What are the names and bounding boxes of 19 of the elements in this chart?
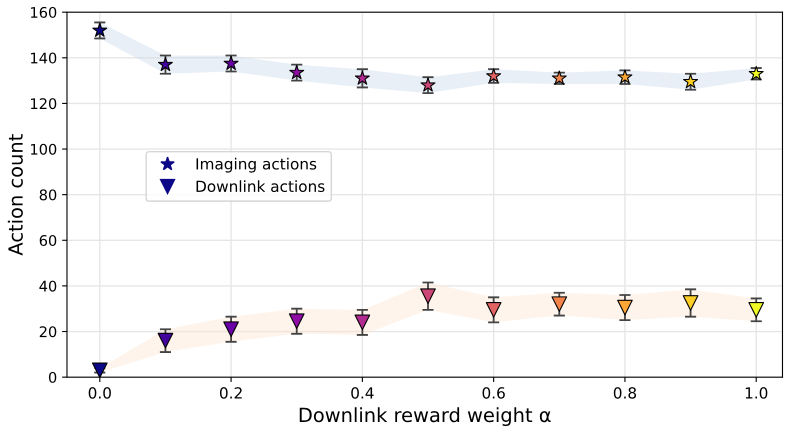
x-tick-label: 0.6: [482, 387, 505, 399]
y-tick-label: 80: [40, 189, 56, 200]
legend-label: Downlink actions: [196, 180, 324, 192]
y-tick-label: 140: [31, 52, 56, 64]
legend-label: Imaging actions: [196, 158, 316, 173]
x-tick-label: 0.8: [614, 387, 636, 399]
y-tick-label: 160: [31, 6, 56, 18]
y-tick-label: 60: [40, 235, 56, 246]
y-tick-label: 100: [31, 144, 56, 155]
y-axis-title: Action count: [8, 134, 23, 256]
y-tick-label: 120: [31, 98, 56, 110]
x-tick-label: 0.4: [351, 387, 374, 399]
x-tick-label: 0.2: [220, 387, 242, 399]
y-tick-label: 40: [39, 280, 56, 292]
x-tick-label: 1.0: [746, 387, 768, 399]
x-tick-label: 0.0: [88, 387, 111, 399]
x-axis-title: Downlink reward weight α: [300, 407, 551, 426]
y-tick-label: 20: [40, 326, 56, 338]
y-tick-label: 0: [48, 372, 56, 383]
